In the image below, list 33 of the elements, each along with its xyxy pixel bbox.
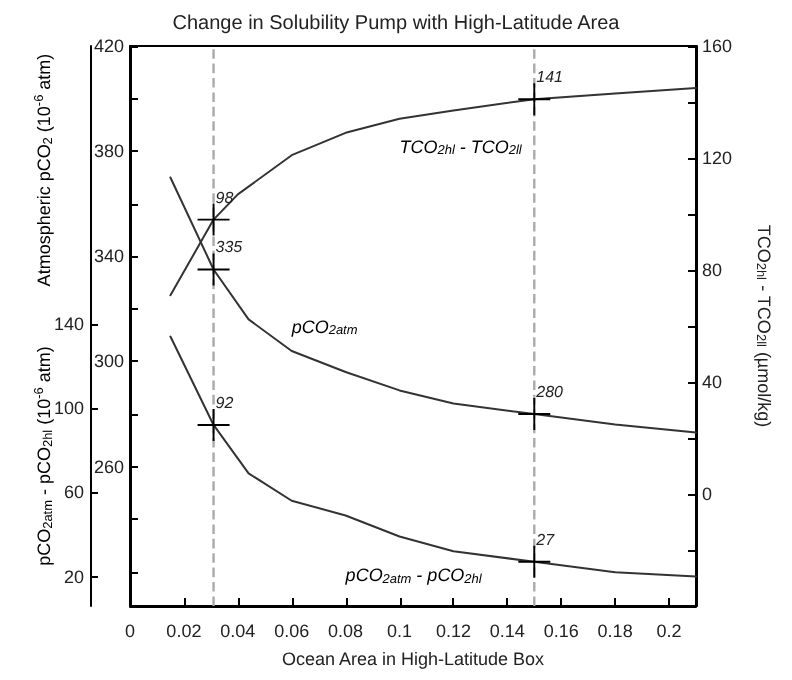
y-tick-label: 380 [93,141,124,162]
x-tick-label: 0 [124,621,136,641]
y2-tick-label: 0 [702,484,713,504]
x-tick-label: 0.14 [489,621,525,641]
x-tick-label: 0.06 [274,621,310,641]
y3-tick-label: 100 [53,398,84,419]
y-tick-label: 260 [93,456,124,477]
data-label: 280 [534,383,565,402]
y3-tick-label: 60 [63,482,84,503]
x-tick-label: 0.2 [656,621,682,641]
data-label: 27 [534,530,556,549]
y-tick-label: 420 [93,36,124,56]
x-tick-label: 0.16 [543,621,579,641]
data-label: 335 [215,238,244,257]
y2-tick-label: 80 [702,260,723,280]
data-label: 141 [536,68,563,87]
y2-tick-label: 40 [702,372,723,392]
y2-tick-label: 160 [702,36,733,56]
chart-title: Change in Solubility Pump with High-Latitude Area [172,13,621,35]
x-tick-label: 0.04 [220,621,256,641]
data-label: 98 [215,188,235,207]
x-axis-title: Ocean Area in High-Latitude Box [281,648,546,669]
x-tick-label: 0.1 [387,621,413,641]
data-label: 92 [215,393,235,412]
x-tick-label: 0.18 [597,621,633,641]
x-tick-label: 0.12 [435,621,471,641]
x-tick-label: 0.08 [328,621,364,641]
y3-tick-label: 140 [53,313,84,334]
y2-tick-label: 120 [702,148,733,168]
x-tick-label: 0.02 [166,621,202,641]
y-tick-label: 300 [93,351,124,372]
y-tick-label: 340 [93,246,124,267]
y3-tick-label: 20 [63,566,84,587]
